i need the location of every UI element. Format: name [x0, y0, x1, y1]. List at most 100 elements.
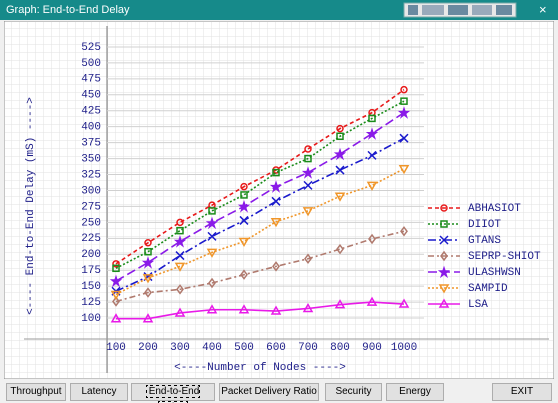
marker	[141, 256, 155, 269]
marker	[205, 216, 219, 230]
y-tick-label: 275	[81, 201, 101, 213]
marker	[302, 207, 314, 217]
marker	[335, 165, 345, 175]
marker	[397, 106, 411, 119]
marker	[269, 180, 283, 193]
tab-button[interactable]: Energy	[386, 383, 444, 401]
marker	[303, 180, 313, 190]
marker	[400, 85, 408, 94]
marker	[271, 196, 281, 206]
legend-label: SAMPID	[468, 283, 508, 295]
y-tick-label: 250	[81, 217, 101, 229]
y-tick-label: 225	[81, 233, 101, 245]
y-tick-label: 475	[81, 74, 101, 86]
x-axis-label: <----Number of Nodes ---->	[174, 362, 346, 374]
marker	[173, 235, 187, 248]
legend-marker	[440, 204, 448, 212]
marker	[240, 269, 248, 280]
chart: <---- End-to-End Delay (mS) ----> <----N…	[4, 21, 554, 379]
tab-button[interactable]: Packet Delivery Ratio	[219, 383, 319, 401]
series-line	[115, 89, 405, 265]
marker	[112, 264, 120, 273]
marker	[366, 296, 378, 306]
marker	[144, 239, 152, 247]
marker	[144, 247, 152, 256]
marker	[207, 231, 217, 241]
marker	[334, 192, 346, 202]
x-tick-label: 400	[202, 342, 222, 354]
marker	[144, 287, 152, 298]
window-controls[interactable]	[402, 0, 532, 20]
button-label[interactable]: Throughput	[10, 386, 62, 397]
marker	[208, 207, 216, 215]
window-title: Graph: End-to-End Delay	[6, 4, 130, 16]
marker	[398, 165, 410, 175]
legend-marker	[440, 220, 448, 228]
marker	[174, 262, 186, 272]
close-button[interactable]: ×	[539, 2, 547, 17]
y-tick-label: 300	[81, 185, 101, 197]
marker	[112, 260, 120, 268]
marker	[110, 290, 122, 300]
marker	[368, 114, 376, 123]
button-label[interactable]: EXIT	[510, 386, 534, 397]
marker	[175, 251, 185, 261]
legend-label: ULASHWSN	[468, 267, 521, 279]
marker	[174, 307, 186, 317]
button-label[interactable]: End-to-End Delay	[145, 385, 201, 403]
marker	[400, 97, 408, 105]
y-tick-label: 350	[81, 153, 101, 165]
y-tick-label: 200	[81, 249, 101, 261]
marker	[304, 154, 312, 163]
x-tick-label: 100	[106, 342, 126, 354]
marker	[270, 305, 282, 315]
marker	[270, 217, 282, 228]
tab-button[interactable]: Security	[325, 383, 382, 401]
y-tick-label: 500	[81, 58, 101, 70]
marker	[336, 132, 344, 141]
x-tick-label: 500	[234, 342, 254, 354]
marker	[336, 124, 344, 133]
button-label[interactable]: Energy	[399, 386, 431, 397]
y-tick-label: 175	[81, 265, 101, 277]
marker	[368, 233, 376, 245]
marker	[399, 133, 409, 143]
tab-button[interactable]: EXIT	[492, 383, 552, 401]
marker	[142, 274, 154, 284]
x-tick-label: 700	[298, 342, 318, 354]
marker	[365, 127, 379, 140]
button-label[interactable]: Latency	[81, 386, 117, 397]
marker	[333, 147, 347, 161]
tab-button[interactable]: Latency	[70, 383, 128, 401]
button-label[interactable]: Packet Delivery Ratio	[221, 386, 317, 397]
legend-label: SEPRP-SHIOT	[468, 251, 541, 263]
tab-button[interactable]: Throughput	[6, 383, 66, 401]
y-tick-label: 125	[81, 297, 101, 309]
x-tick-label: 600	[266, 342, 286, 354]
y-tick-label: 150	[81, 281, 101, 293]
marker	[176, 218, 184, 227]
series-line	[115, 168, 405, 296]
marker	[237, 200, 251, 213]
marker	[272, 168, 280, 177]
title-bar: Graph: End-to-End Delay ×	[0, 0, 558, 20]
marker	[240, 182, 248, 191]
marker	[304, 253, 312, 264]
y-tick-label: 525	[81, 42, 101, 54]
marker	[304, 145, 312, 153]
marker	[206, 248, 218, 258]
y-tick-label: 400	[81, 122, 101, 134]
marker	[336, 243, 344, 255]
marker	[238, 237, 250, 248]
tab-button[interactable]: End-to-End Delay	[131, 383, 215, 403]
legend-label: ABHASIOT	[468, 203, 521, 215]
legend-marker	[438, 284, 450, 294]
x-tick-label: 300	[170, 342, 190, 354]
legend-label: GTANS	[468, 235, 501, 247]
marker	[272, 261, 280, 272]
marker	[110, 313, 122, 323]
marker	[176, 284, 184, 295]
button-label[interactable]: Security	[335, 386, 372, 397]
x-tick-label: 1000	[391, 342, 417, 354]
marker	[400, 226, 408, 237]
